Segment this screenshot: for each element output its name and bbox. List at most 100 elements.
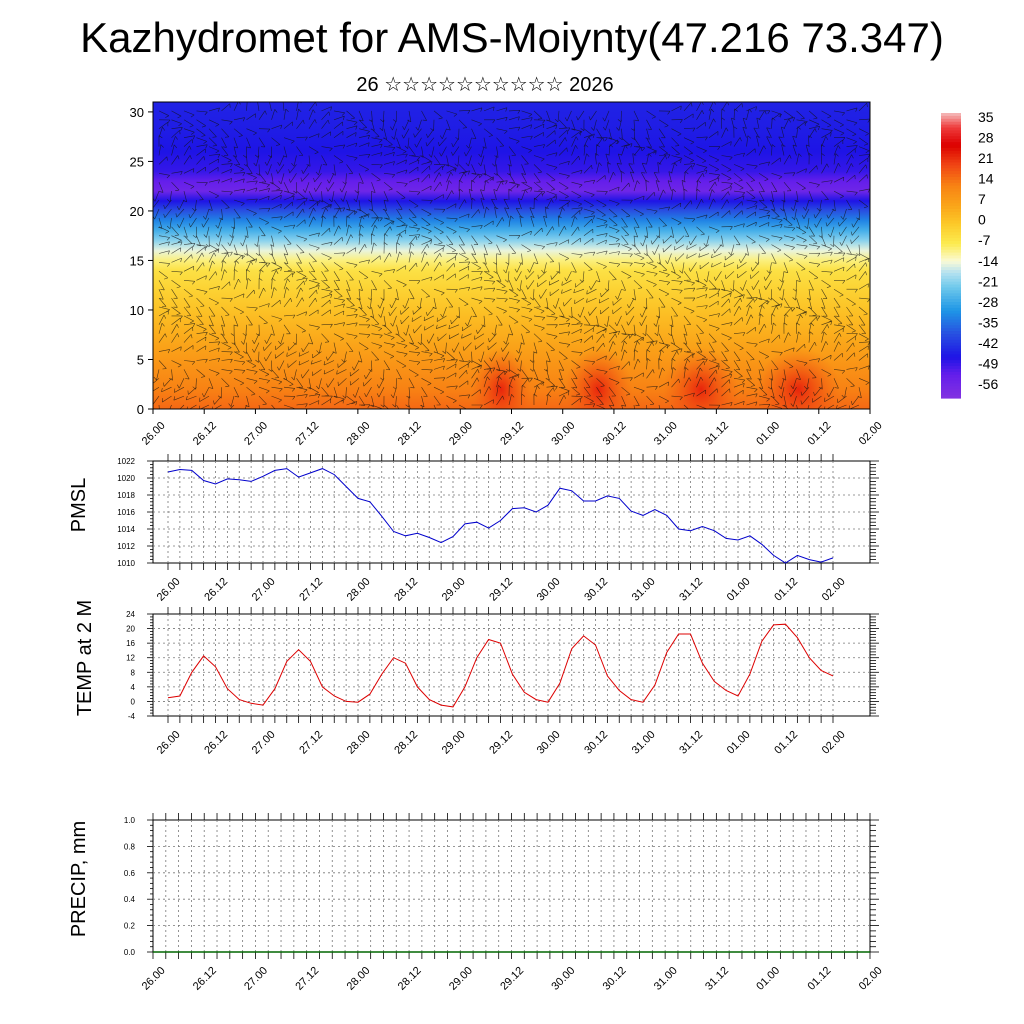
colorbar-band <box>941 182 961 187</box>
x-tick-label: 27.12 <box>297 729 325 757</box>
colorbar-band <box>941 322 961 326</box>
warm-spot <box>756 347 841 409</box>
x-tick-label: 27.00 <box>250 576 278 604</box>
colorbar-band <box>941 258 961 262</box>
colorbar-band <box>941 392 961 396</box>
colorbar-band <box>941 328 961 332</box>
colorbar: 35 28 21 14 7 0 -7 -14 -21 -28 -35 -42 -49 -56 <box>941 109 998 399</box>
pmsl-panel: 1010 1012 1014 1016 1018 1020 1022 26.00 26.12 27… <box>68 454 879 604</box>
y-tick-label: 1012 <box>117 542 135 551</box>
minor-ticks <box>147 813 879 959</box>
colorbar-band <box>941 171 961 175</box>
colorbar-band <box>941 168 961 172</box>
x-tick-label: 28.00 <box>345 729 373 757</box>
y-tick-label: 20 <box>126 625 135 634</box>
x-tick-label: 31.00 <box>652 965 680 993</box>
colorbar-band <box>941 252 961 257</box>
colorbar-band <box>941 270 961 274</box>
x-tick-label: 01.12 <box>772 576 800 604</box>
colorbar-band <box>941 316 961 321</box>
colorbar-label: -49 <box>978 355 998 371</box>
x-tick-label: 27.12 <box>293 420 321 448</box>
colorbar-band <box>941 203 961 207</box>
colorbar-band <box>941 275 961 280</box>
colorbar-band <box>941 304 961 309</box>
colorbar-band <box>941 339 961 344</box>
colorbar-band <box>941 194 961 198</box>
x-tick-label: 29.12 <box>498 420 526 448</box>
x-tick-label: 28.12 <box>392 576 420 604</box>
colorbar-band <box>941 200 961 204</box>
warm-spot <box>564 347 633 409</box>
colorbar-band <box>941 124 961 129</box>
y-tick-label: 5 <box>137 352 144 367</box>
x-tick-label: 28.12 <box>396 420 424 448</box>
colorbar-label: -14 <box>978 253 998 269</box>
y-tick-label: 24 <box>126 610 135 619</box>
colorbar-band <box>941 176 961 181</box>
y-tick-label: 25 <box>130 154 144 169</box>
colorbar-band <box>941 360 961 364</box>
x-tick-label: 02.00 <box>820 576 848 604</box>
colorbar-band <box>941 211 961 216</box>
x-tick-label: 01.12 <box>772 729 800 757</box>
x-tick-label: 29.12 <box>487 729 515 757</box>
colorbar-band <box>941 331 961 335</box>
colorbar-band <box>941 249 961 254</box>
colorbar-band <box>941 113 961 117</box>
colorbar-label: 28 <box>978 130 994 146</box>
colorbar-band <box>941 243 961 248</box>
x-tick-label: 01.00 <box>725 729 753 757</box>
y-tick-label: 4 <box>131 683 136 692</box>
colorbar-band <box>941 139 961 143</box>
x-tick-label: 26.00 <box>155 576 183 604</box>
x-tick-label: 30.12 <box>601 965 629 993</box>
chart-title: Kazhydromet for AMS-Moiynty(47.216 73.34… <box>80 14 944 61</box>
colorbar-band <box>941 281 961 286</box>
y-tick-label: 0.2 <box>124 922 136 931</box>
x-tick-label: 29.12 <box>487 576 515 604</box>
colorbar-band <box>941 121 961 126</box>
x-tick-label: 28.00 <box>345 420 373 448</box>
x-tick-label: 29.00 <box>447 965 475 993</box>
x-tick-label: 30.00 <box>549 420 577 448</box>
colorbar-band <box>941 159 961 164</box>
x-tick-label: 26.12 <box>191 965 219 993</box>
colorbar-band <box>941 380 961 385</box>
colorbar-label: -42 <box>978 335 998 351</box>
colorbar-band <box>941 156 961 161</box>
y-tick-label: 1018 <box>117 491 135 500</box>
temp-at-2-m-series-line <box>167 623 834 708</box>
x-tick-label: 01.12 <box>806 420 834 448</box>
x-tick-label: 02.00 <box>820 729 848 757</box>
colorbar-band <box>941 342 961 347</box>
y-tick-label: 1022 <box>117 457 135 466</box>
x-tick-label: 01.00 <box>725 576 753 604</box>
colorbar-label: -35 <box>978 314 998 330</box>
colorbar-band <box>941 264 961 268</box>
colorbar-band <box>941 299 961 303</box>
colorbar-band <box>941 127 961 132</box>
colorbar-band <box>941 386 961 390</box>
colorbar-band <box>941 296 961 300</box>
colorbar-band <box>941 278 961 283</box>
x-tick-label: 26.00 <box>140 420 168 448</box>
colorbar-band <box>941 162 961 166</box>
x-tick-label: 27.00 <box>250 729 278 757</box>
colorbar-band <box>941 261 961 265</box>
y-tick-label: 15 <box>130 253 144 268</box>
colorbar-band <box>941 293 961 297</box>
colorbar-band <box>941 130 961 134</box>
x-tick-label: 01.00 <box>754 965 782 993</box>
y-tick-label: 0 <box>137 402 144 417</box>
chart-subtitle: 26 ☆☆☆☆☆☆☆☆☆☆ 2026 <box>356 74 614 96</box>
colorbar-band <box>941 136 961 140</box>
colorbar-band <box>941 310 961 315</box>
colorbar-band <box>941 284 961 289</box>
x-tick-label: 28.12 <box>396 965 424 993</box>
colorbar-band <box>941 377 961 382</box>
colorbar-band <box>941 395 961 399</box>
colorbar-band <box>941 133 961 137</box>
colorbar-band <box>941 368 961 373</box>
